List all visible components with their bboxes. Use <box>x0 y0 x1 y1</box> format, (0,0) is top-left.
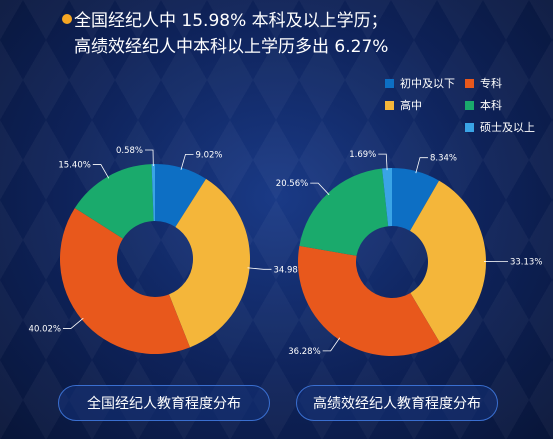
legend-item-bachelor: 本科 <box>465 97 502 113</box>
legend-swatch-junior <box>385 78 394 88</box>
slice-master <box>382 168 392 227</box>
slice-highschool <box>168 178 250 348</box>
headline-line-1: 全国经纪人中 15.98% 本科及以上学历； <box>74 11 388 31</box>
data-label-bachelor: 20.56% <box>276 179 308 189</box>
legend-label-highschool: 高中 <box>400 99 422 112</box>
legend-item-college: 专科 <box>465 75 502 91</box>
headline-bullet <box>62 14 72 24</box>
legend-item-junior: 初中及以下 <box>385 75 455 91</box>
leader-line-master <box>145 149 154 167</box>
donut-chart-high-performance: 8.34% 33.13% 36.28% 20.56% 1.69% <box>276 150 543 357</box>
slice-highschool <box>410 180 486 343</box>
leader-line-junior <box>415 157 428 174</box>
slice-college <box>60 207 190 355</box>
leader-line-college <box>322 337 341 352</box>
slice-bachelor <box>74 164 154 239</box>
donut-chart-national: 9.02% 34.98% 40.02% 15.40% 0.58% <box>29 146 306 355</box>
legend-swatch-college <box>465 78 474 88</box>
slice-master <box>151 164 155 222</box>
data-label-master: 1.69% <box>349 150 376 160</box>
leader-line-bachelor <box>310 182 330 196</box>
headline: 全国经纪人中 15.98% 本科及以上学历； 高绩效经纪人中本科以上学历多出 6… <box>74 8 388 60</box>
legend-swatch-bachelor <box>465 100 474 110</box>
legend-swatch-highschool <box>385 100 394 110</box>
leader-line-bachelor <box>92 164 110 179</box>
legend-label-master: 硕士及以上 <box>480 121 535 134</box>
leader-line-highschool <box>247 267 272 270</box>
leader-line-college <box>62 317 84 329</box>
caption-high-performance: 高绩效经纪人教育程度分布 <box>296 385 498 421</box>
legend-label-college: 专科 <box>480 77 502 90</box>
data-label-junior: 9.02% <box>195 150 222 160</box>
legend-label-junior: 初中及以下 <box>400 77 455 90</box>
slice-college <box>297 245 441 356</box>
data-label-master: 0.58% <box>116 146 143 156</box>
slice-bachelor <box>299 168 389 256</box>
data-label-bachelor: 15.40% <box>58 160 90 170</box>
legend-item-highschool: 高中 <box>385 97 422 113</box>
slice-junior <box>392 168 440 231</box>
slice-junior <box>155 164 207 227</box>
data-label-college: 36.28% <box>288 347 320 357</box>
data-label-highschool: 34.98% <box>274 265 306 275</box>
caption-national: 全国经纪人教育程度分布 <box>58 385 270 421</box>
data-label-highschool: 33.13% <box>510 257 542 267</box>
legend-swatch-master <box>465 122 474 132</box>
data-label-junior: 8.34% <box>430 154 457 164</box>
leader-line-junior <box>180 153 194 170</box>
headline-line-2: 高绩效经纪人中本科以上学历多出 6.27% <box>74 37 389 57</box>
leader-line-master <box>378 153 388 171</box>
legend-label-bachelor: 本科 <box>480 99 502 112</box>
data-label-college: 40.02% <box>29 324 61 334</box>
legend-item-master: 硕士及以上 <box>465 119 535 135</box>
